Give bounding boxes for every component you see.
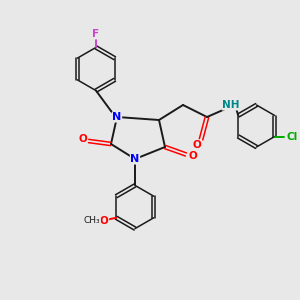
Text: O: O	[192, 140, 201, 150]
Text: O: O	[100, 216, 109, 226]
Text: CH₃: CH₃	[84, 216, 101, 225]
Text: N: N	[130, 154, 140, 164]
Text: NH: NH	[222, 100, 240, 110]
Text: O: O	[78, 134, 87, 145]
Text: N: N	[112, 112, 122, 122]
Text: F: F	[92, 29, 100, 39]
Text: Cl: Cl	[286, 131, 297, 142]
Text: O: O	[188, 151, 197, 161]
